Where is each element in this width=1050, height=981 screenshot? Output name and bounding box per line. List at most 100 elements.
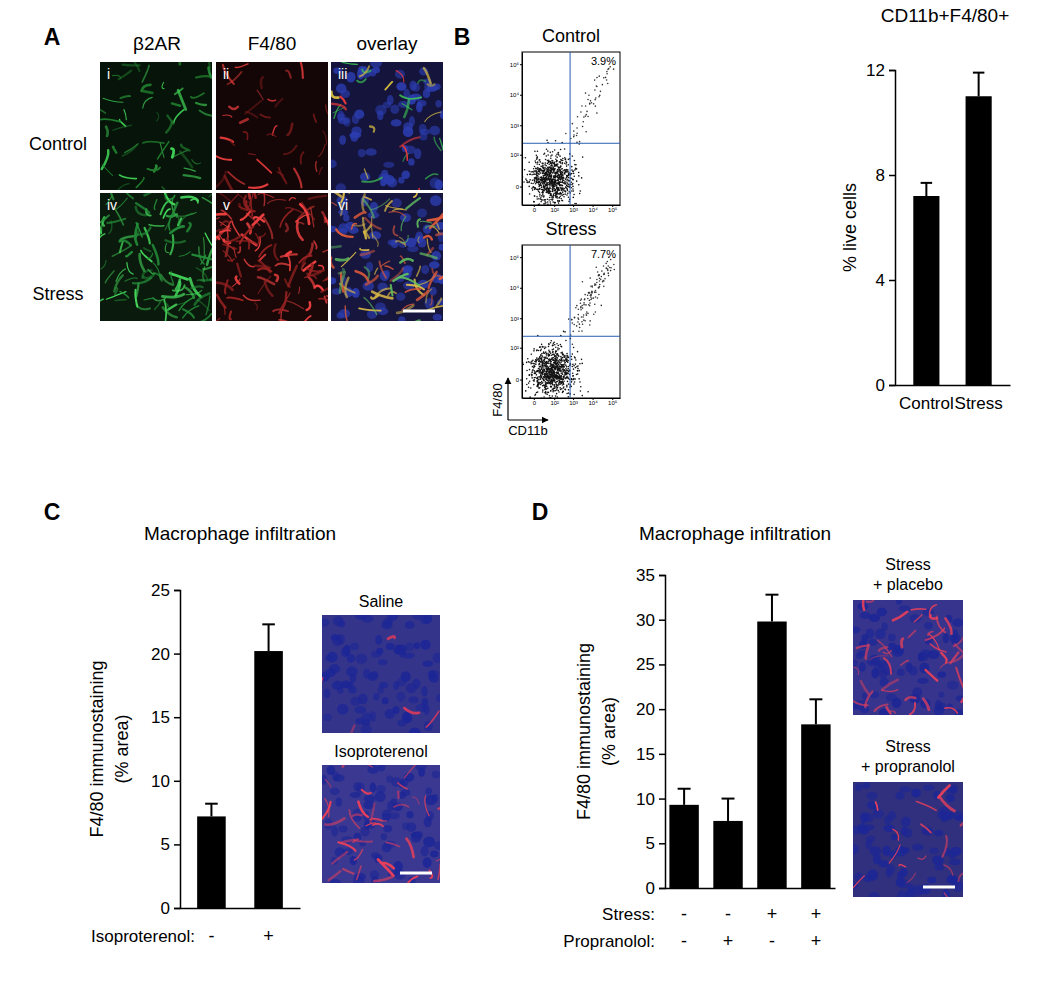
event-density [537,150,539,152]
event-density [595,97,597,99]
event-density [531,187,533,189]
event-density [541,353,543,355]
event-density [536,182,538,184]
event-density [529,179,531,181]
event-density [542,346,544,348]
nucleus [352,114,360,124]
event-density [564,182,566,184]
micrograph-background [100,193,212,321]
event-density [542,391,544,393]
event-density [560,166,562,168]
nucleus [331,277,336,284]
event-density [581,363,583,365]
cell-outline [202,198,212,204]
event-density [555,194,557,196]
event-density [573,378,575,380]
event-density [561,163,563,165]
cell-outline [322,212,325,222]
cell-outline [163,209,170,218]
event-density [557,179,559,181]
event-density [561,159,563,161]
event-density [564,173,566,175]
event-density [558,167,560,169]
cell-outline [216,215,219,219]
event-density [578,172,580,174]
cell-outline [332,104,346,110]
event-density [544,181,546,183]
event-density [555,202,557,204]
event-density [549,179,551,181]
event-density [549,173,551,175]
event-density [540,183,542,185]
event-density [576,180,578,182]
event-density [562,172,564,174]
event-cloud [522,66,614,205]
event-density [556,164,558,166]
cell-outline [316,162,317,172]
event-density [545,191,547,193]
event-density [545,165,547,167]
cell-outline [183,309,194,317]
gate [522,52,620,205]
event-density [607,83,609,85]
event-density [538,173,540,175]
event-density [529,374,531,376]
event-density [566,185,568,187]
event-density [563,370,565,372]
cell-outline [275,275,278,281]
cell-outline [127,263,133,275]
event-density [538,198,540,200]
event-density [560,149,562,151]
event-density [547,201,549,203]
event-density [553,177,555,179]
tick-label: 0 [516,184,520,190]
event-density [551,154,553,156]
cell-outline [362,194,364,211]
event-density [577,116,579,118]
event-density [555,192,557,194]
event-density [567,185,569,187]
event-density [551,181,553,183]
event-density [596,112,598,114]
nucleus [337,113,346,120]
event-density [573,136,575,138]
cell-outline [223,65,234,84]
event-density [537,156,539,158]
event-density [552,162,554,164]
micrograph [100,62,212,190]
event-density [543,360,545,362]
event-density [530,353,532,355]
event-density [558,178,560,180]
event-density [561,188,563,190]
event-density [557,172,559,174]
event-density [600,91,602,93]
event-density [538,181,540,183]
event-density [537,385,539,387]
event-density [575,359,577,361]
event-density [548,190,550,192]
event-density [549,180,551,182]
cell-outline [268,99,275,101]
cell-outline [244,196,246,207]
cell-outline [281,254,297,256]
cell-outline [225,176,236,190]
event-density [552,198,554,200]
event-density [540,201,542,203]
cell-outline [113,125,132,130]
cell-outline [280,293,290,310]
event-density [550,385,552,387]
cell-outline [160,202,167,215]
cell-outline [365,218,380,229]
event-density [539,181,541,183]
cell-outline [153,245,159,264]
event-density [565,133,567,135]
event-density [564,190,566,192]
cell-outline [268,199,286,203]
event-density [562,178,564,180]
event-density [557,179,559,181]
event-density [562,378,564,380]
event-density [551,183,553,185]
cell-outline [196,268,207,280]
cell-outline [300,62,302,78]
event-density [570,356,572,358]
